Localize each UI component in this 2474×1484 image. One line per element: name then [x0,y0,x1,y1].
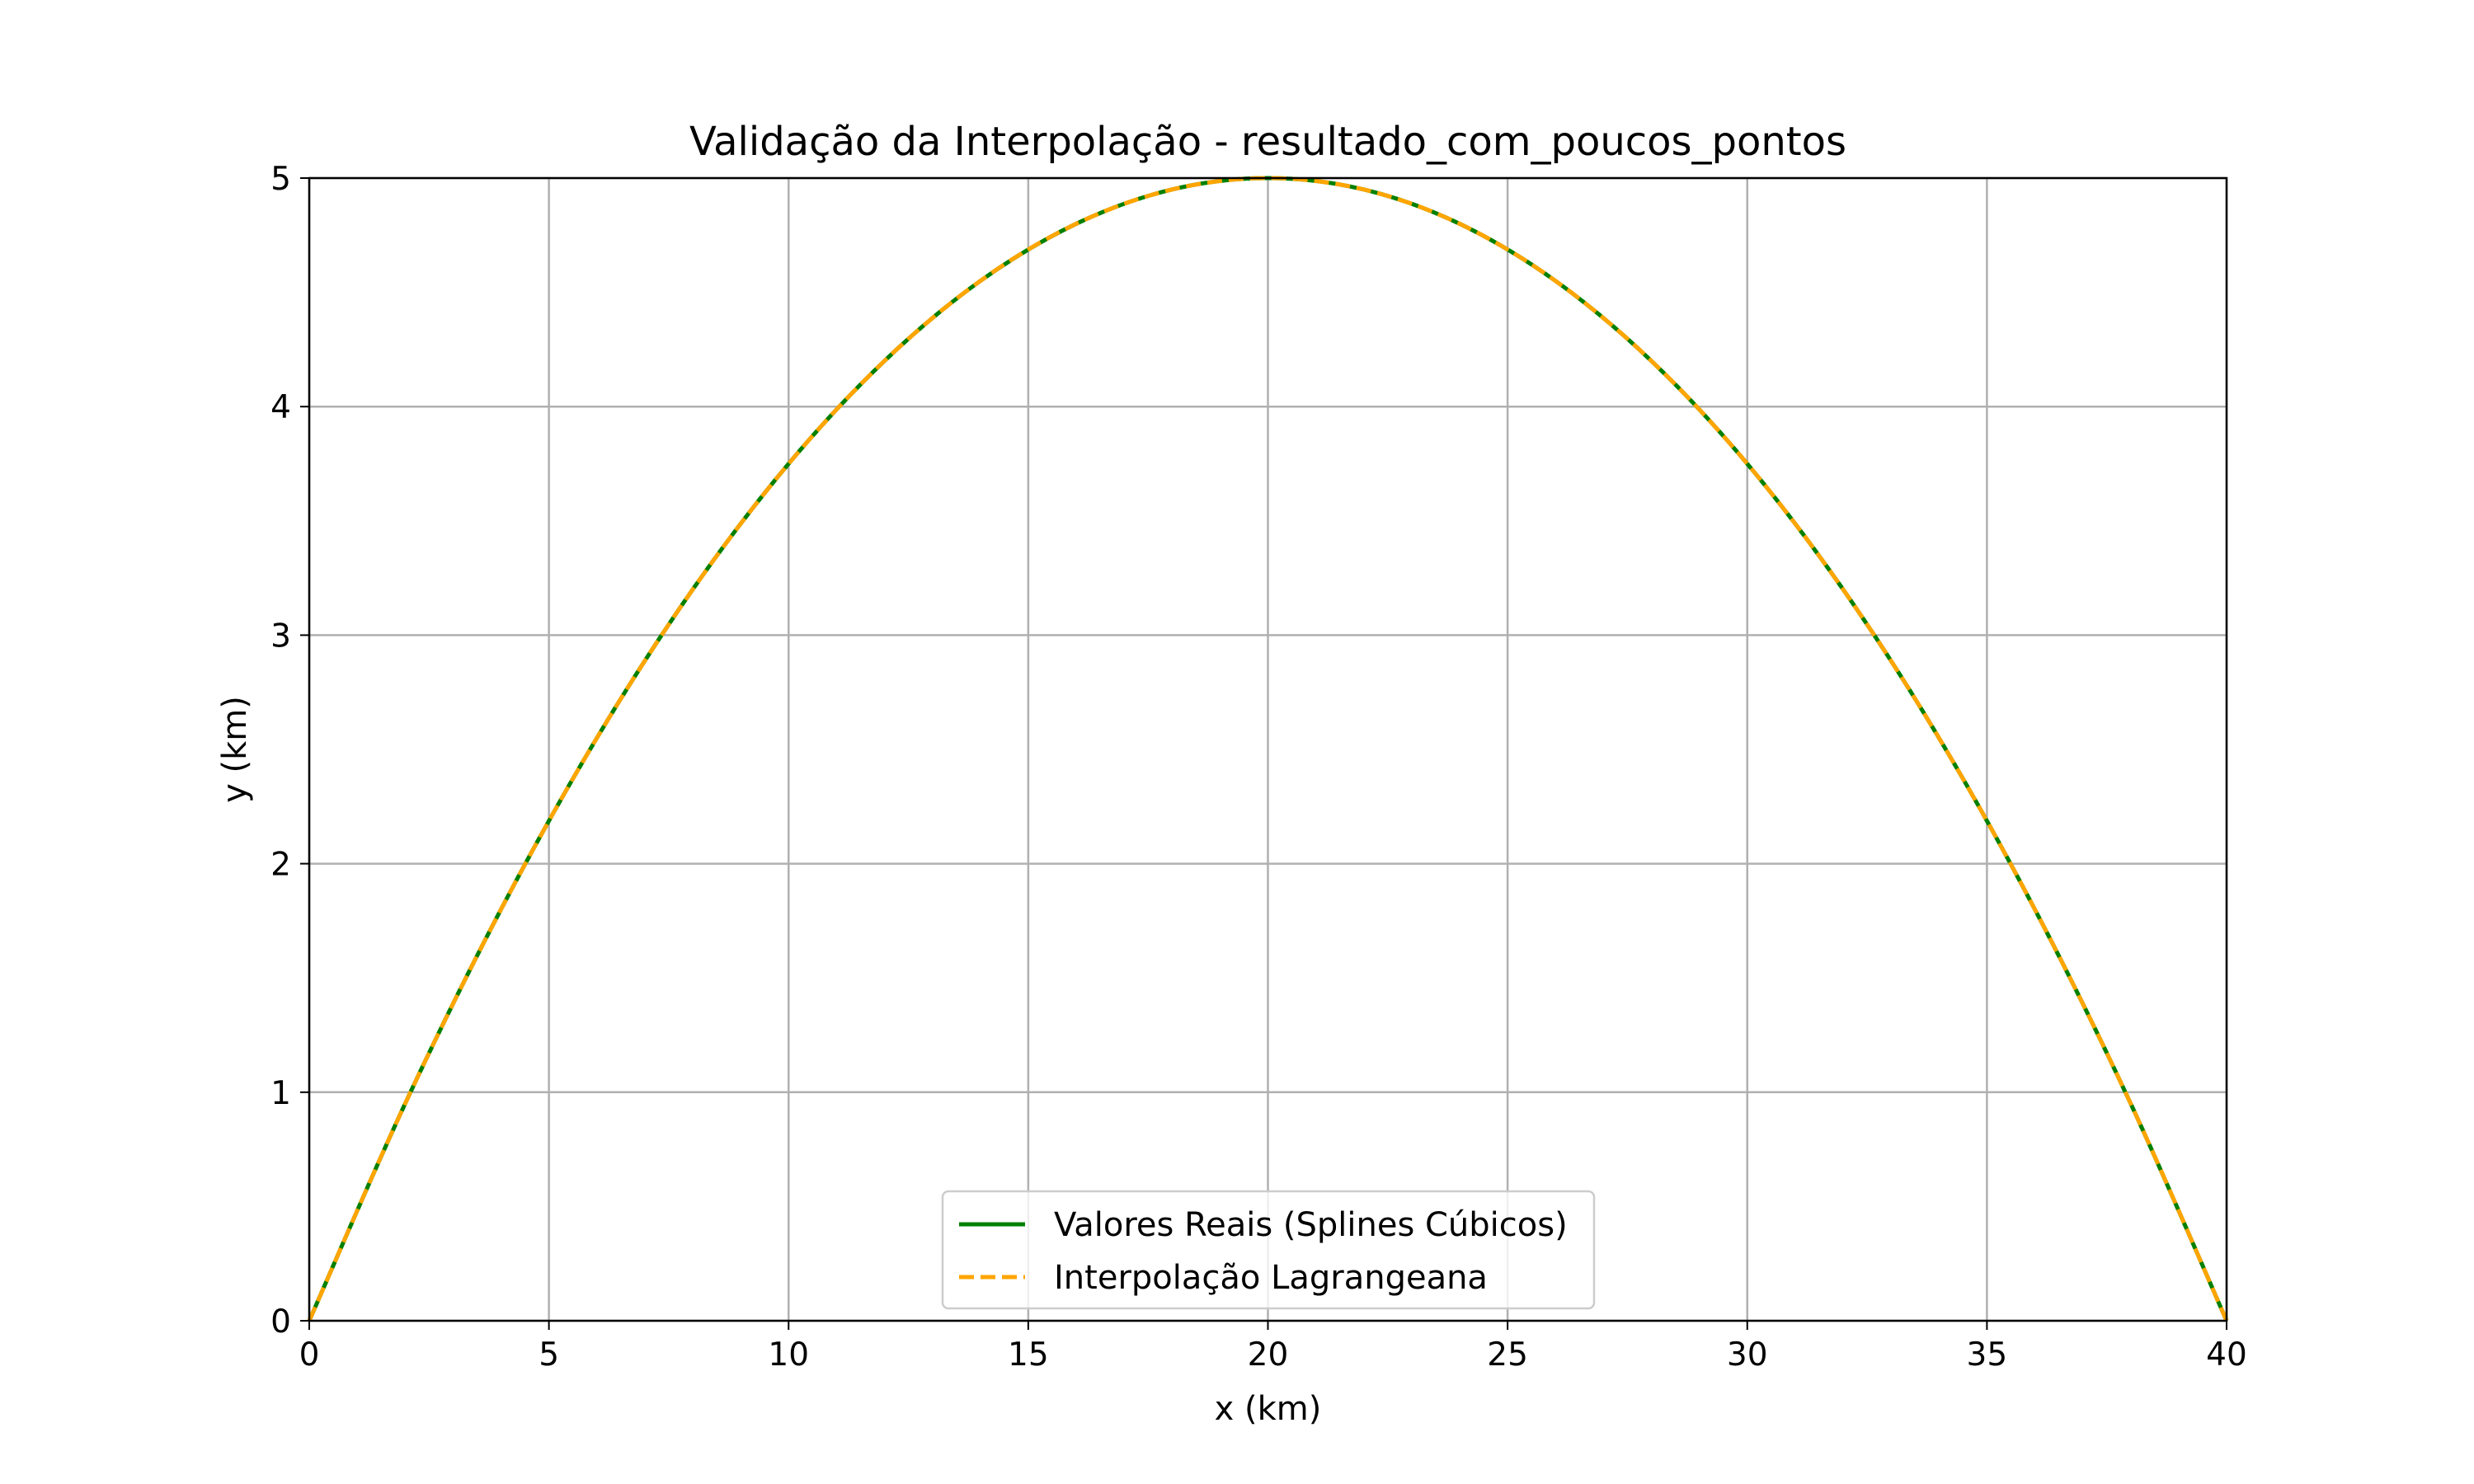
x-tick-label: 15 [1008,1336,1049,1374]
y-tick-label: 1 [270,1075,291,1112]
y-tick-label: 5 [270,161,291,198]
x-tick-label: 25 [1487,1336,1528,1374]
x-tick-label: 10 [768,1336,809,1374]
x-tick-label: 40 [2206,1336,2247,1374]
x-tick-label: 35 [1967,1336,2008,1374]
x-tick-label: 30 [1727,1336,1768,1374]
y-tick-label: 2 [270,847,291,884]
y-tick-label: 3 [270,618,291,655]
legend-label-real: Valores Reais (Splines Cúbicos) [1054,1206,1568,1244]
ticks: 0 5 10 15 20 25 30 35 40 0 1 2 3 4 5 [270,161,2247,1374]
y-axis-label: y (km) [216,696,254,803]
x-tick-label: 20 [1248,1336,1289,1374]
legend: Valores Reais (Splines Cúbicos) Interpol… [941,1190,1596,1310]
legend-label-lagrange: Interpolação Lagrangeana [1054,1259,1488,1297]
x-tick-label: 0 [299,1336,320,1374]
x-axis-label: x (km) [1215,1390,1322,1428]
legend-box [941,1190,1596,1310]
y-tick-label: 4 [270,389,291,426]
chart-title: Validação da Interpolação - resultado_co… [689,119,1846,165]
x-tick-label: 5 [539,1336,559,1374]
series-line-lagrange [307,176,2229,1322]
y-tick-label: 0 [270,1303,291,1341]
